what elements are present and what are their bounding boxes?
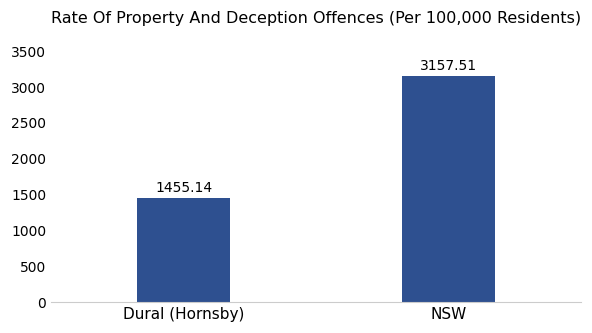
Title: Rate Of Property And Deception Offences (Per 100,000 Residents): Rate Of Property And Deception Offences … bbox=[51, 11, 581, 26]
Bar bbox=[137, 198, 230, 302]
Text: 1455.14: 1455.14 bbox=[155, 181, 212, 195]
Text: 3157.51: 3157.51 bbox=[420, 59, 477, 73]
Bar bbox=[402, 76, 495, 302]
